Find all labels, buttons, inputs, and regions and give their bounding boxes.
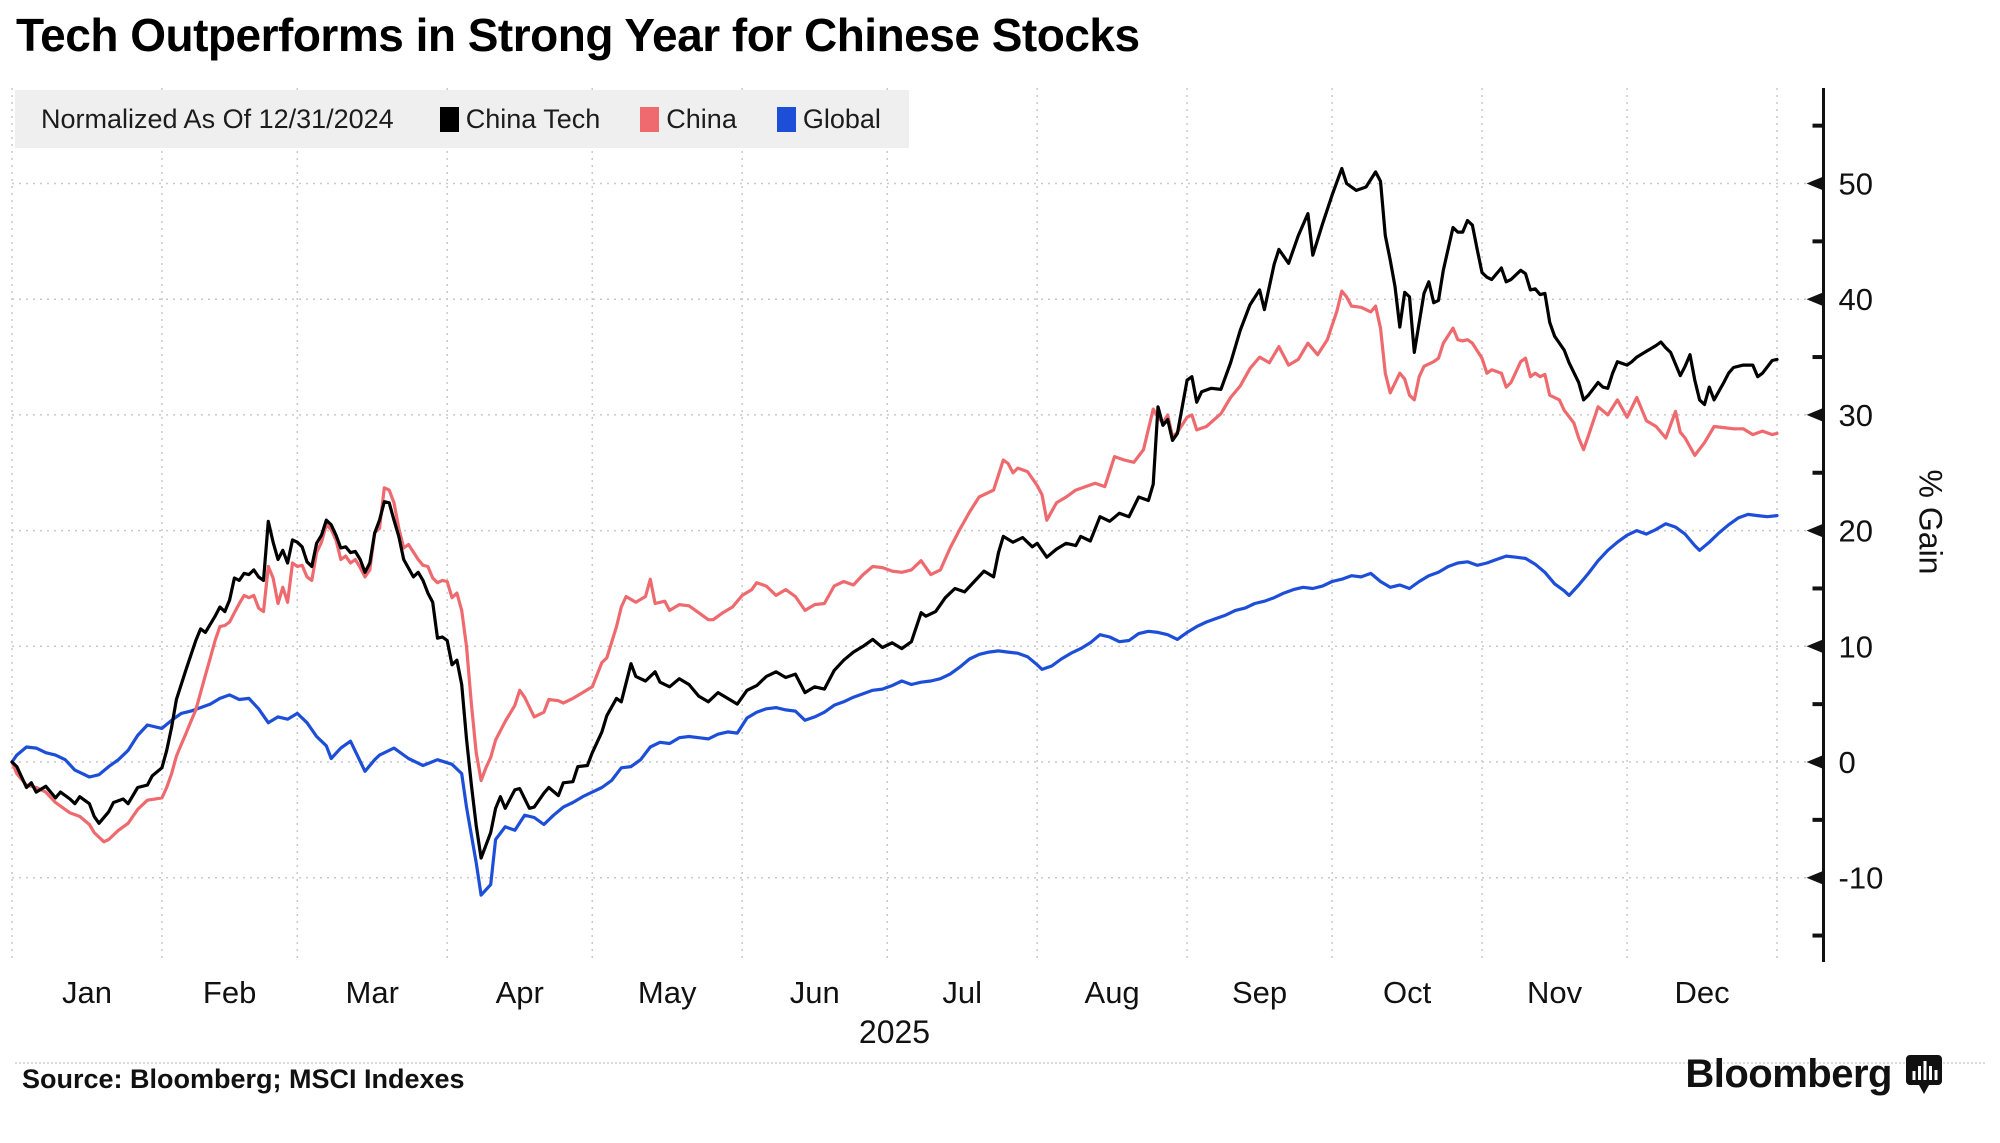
series-line-china xyxy=(10,289,1779,844)
x-tick-label-jul: Jul xyxy=(942,975,982,1010)
y-axis-major-tick xyxy=(1806,755,1824,769)
legend-item-china: China xyxy=(640,104,737,135)
y-tick-label: 50 xyxy=(1839,167,1873,202)
legend-swatch-icon xyxy=(439,106,459,132)
legend-swatch-icon xyxy=(776,106,796,132)
series-line-global xyxy=(10,512,1779,897)
y-tick-label: 10 xyxy=(1839,629,1873,664)
x-tick-label-sep: Sep xyxy=(1232,975,1287,1010)
series-line-china-tech xyxy=(10,166,1779,860)
x-tick-label-feb: Feb xyxy=(203,975,256,1010)
y-axis-major-tick xyxy=(1806,292,1824,307)
x-tick-label-jun: Jun xyxy=(790,975,840,1010)
legend-strip: Normalized As Of 12/31/2024 China Tech Ch… xyxy=(15,90,909,148)
y-axis-minor-tick xyxy=(1812,239,1824,244)
legend-item-global: Global xyxy=(776,103,881,135)
legend-items: China Tech China Global xyxy=(439,103,881,135)
y-axis-minor-tick xyxy=(1812,702,1824,707)
y-axis-major-tick xyxy=(1806,176,1824,191)
legend-item-china-tech: China Tech xyxy=(439,103,601,135)
y-tick-label: -10 xyxy=(1839,861,1884,896)
y-tick-label: 40 xyxy=(1839,282,1873,317)
page-title: Tech Outperforms in Strong Year for Chin… xyxy=(16,9,1140,61)
source-credit: Source: Bloomberg; MSCI Indexes xyxy=(22,1064,465,1094)
legend-swatch-icon xyxy=(640,106,660,132)
x-tick-label-mar: Mar xyxy=(346,975,399,1010)
y-axis-minor-tick xyxy=(1812,586,1824,591)
x-tick-label-dec: Dec xyxy=(1674,975,1729,1010)
legend-item-label: China xyxy=(666,103,737,134)
legend-item-label: China Tech xyxy=(465,103,601,134)
legend-item-label: Global xyxy=(802,103,881,134)
y-axis-minor-tick xyxy=(1812,355,1824,360)
x-tick-label-oct: Oct xyxy=(1383,975,1432,1010)
y-axis-minor-tick xyxy=(1812,470,1824,475)
y-tick-label: 20 xyxy=(1839,514,1873,549)
y-axis-major-tick xyxy=(1806,639,1824,654)
x-tick-label-aug: Aug xyxy=(1085,975,1140,1010)
y-axis-minor-tick xyxy=(1812,123,1824,128)
x-axis-year-label: 2025 xyxy=(859,1014,930,1050)
bloomberg-logo: Bloomberg xyxy=(1685,1052,1942,1097)
y-tick-label: 0 xyxy=(1839,745,1856,780)
y-axis-major-tick xyxy=(1806,523,1824,538)
x-tick-label-jan: Jan xyxy=(62,975,112,1010)
y-axis-major-tick xyxy=(1806,870,1824,885)
y-axis-minor-tick xyxy=(1812,817,1824,822)
bloomberg-mark-icon xyxy=(1906,1054,1942,1094)
x-tick-label-apr: Apr xyxy=(496,975,544,1010)
y-tick-label: 30 xyxy=(1839,398,1873,433)
legend-note: Normalized As Of 12/31/2024 xyxy=(41,103,394,134)
y-axis-minor-tick xyxy=(1812,933,1824,938)
x-tick-label-nov: Nov xyxy=(1527,975,1583,1010)
bloomberg-logo-text: Bloomberg xyxy=(1685,1052,1892,1096)
y-axis-major-tick xyxy=(1806,407,1824,422)
footer-divider xyxy=(15,1062,1985,1064)
x-tick-label-may: May xyxy=(638,975,697,1010)
y-axis-label: % Gain xyxy=(1912,469,1949,575)
